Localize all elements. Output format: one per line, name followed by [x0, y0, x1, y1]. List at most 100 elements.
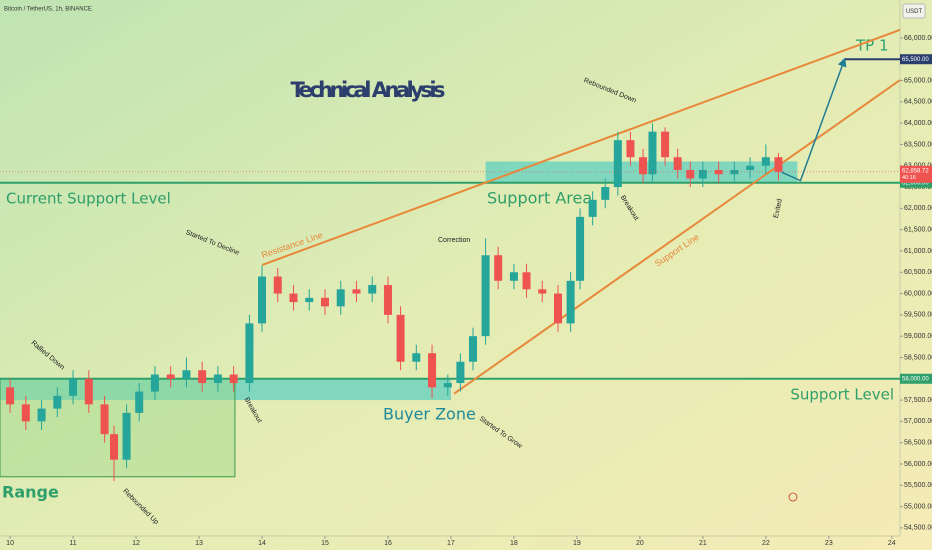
candle-body: [6, 387, 15, 405]
headline: Technical Analysis: [291, 78, 446, 102]
y-tick-label: 59,500.00: [904, 312, 932, 319]
level-box: [900, 177, 932, 188]
candle-body: [21, 404, 30, 422]
candle-body: [774, 157, 783, 172]
candle-body: [761, 157, 770, 166]
candle-body: [320, 297, 329, 307]
candle-body: [554, 293, 563, 324]
x-tick-label: 16: [384, 540, 392, 547]
candle-body: [305, 297, 314, 303]
y-tick-label: 55,500.00: [904, 482, 932, 489]
candle-body: [673, 157, 682, 171]
candle-body: [37, 408, 46, 422]
x-tick-label: 19: [573, 540, 581, 547]
x-tick-label: 21: [699, 540, 707, 547]
candle-body: [245, 323, 254, 384]
candle-body: [396, 314, 405, 362]
y-tick-label: 56,000.00: [904, 461, 932, 468]
trendline: [261, 28, 901, 266]
currency: USDT: [906, 9, 923, 15]
y-tick-label: 65,000.00: [904, 77, 932, 84]
level-value: 58,000.00: [902, 376, 929, 382]
y-tick-label: 64,500.00: [904, 99, 932, 106]
candle-body: [352, 289, 361, 294]
candle-body: [336, 289, 345, 307]
candle-body: [198, 370, 207, 384]
zone-label: Range: [2, 483, 59, 502]
candle-body: [661, 131, 670, 158]
annotation: Correction: [438, 237, 470, 244]
x-tick-label: 12: [132, 540, 140, 547]
y-tick-label: 60,500.00: [904, 269, 932, 276]
candle-body: [481, 255, 490, 337]
candle-body: [135, 391, 144, 413]
trendline: [453, 79, 901, 395]
candle-body: [166, 374, 175, 379]
x-tick-label: 13: [195, 540, 203, 547]
candle-body: [648, 131, 657, 175]
y-tick-label: 56,500.00: [904, 440, 932, 447]
candle-body: [213, 374, 222, 384]
candle-body: [69, 378, 78, 396]
candle-body: [150, 374, 159, 392]
candle-body: [182, 370, 191, 379]
x-tick-label: 22: [762, 540, 770, 547]
level-value: 62,600.00: [902, 180, 929, 186]
y-tick-label: 61,500.00: [904, 226, 932, 233]
y-tick-label: 64,000.00: [904, 120, 932, 127]
candle-body: [456, 361, 465, 384]
zone-label: Buyer Zone: [383, 405, 476, 424]
y-tick-label: 62,000.00: [904, 205, 932, 212]
x-tick-label: 18: [510, 540, 518, 547]
candle-body: [698, 170, 707, 179]
candle-body: [289, 293, 298, 303]
x-tick-label: 17: [447, 540, 455, 547]
level-name: Support Level: [790, 386, 894, 404]
candle-body: [686, 170, 695, 179]
candle-body: [714, 170, 723, 175]
level-name: TP 1: [855, 37, 889, 55]
y-tick-label: 61,000.00: [904, 248, 932, 255]
candle-body: [566, 280, 575, 324]
zone: [0, 378, 451, 401]
candle-body: [576, 216, 585, 281]
y-tick-label: 57,500.00: [904, 397, 932, 404]
icon: [788, 492, 798, 502]
candle-body: [746, 165, 755, 171]
y-tick-label: 55,000.00: [904, 503, 932, 510]
candle-body: [122, 412, 131, 460]
y-tick-label: 54,500.00: [904, 525, 932, 532]
annotation: Exited: [773, 198, 784, 219]
zone: [0, 378, 236, 478]
candle-body: [626, 140, 635, 158]
candle-body: [229, 374, 238, 384]
x-tick-label: 15: [321, 540, 329, 547]
candle-body: [468, 336, 477, 362]
x-tick-label: 10: [6, 540, 14, 547]
symbol-title: Bitcoin / TetherUS, 1h, BINANCE: [4, 7, 92, 13]
last-price-box: [900, 165, 932, 183]
candle-body: [509, 272, 518, 281]
candle-body: [84, 378, 93, 405]
projection-arrow: [781, 57, 847, 182]
candle-body: [368, 285, 377, 294]
y-tick-label: 57,000.00: [904, 418, 932, 425]
countdown: 40:16: [902, 175, 916, 181]
level-value: 65,500.00: [902, 57, 929, 63]
x-tick-label: 24: [888, 540, 896, 547]
level-box: [900, 54, 932, 65]
level-box: [900, 373, 932, 384]
level-name: Current Support Level: [6, 190, 171, 208]
candle-body: [53, 395, 62, 409]
candle-body: [258, 276, 267, 324]
x-tick-label: 14: [258, 540, 266, 547]
y-tick-label: 66,000.00: [904, 35, 932, 42]
candle-body: [730, 170, 739, 175]
candle-body: [522, 272, 531, 290]
candle-body: [588, 199, 597, 217]
y-tick-label: 59,000.00: [904, 333, 932, 340]
last-price: 62,858.72: [902, 168, 929, 174]
zone-label: Support Area: [487, 189, 592, 208]
